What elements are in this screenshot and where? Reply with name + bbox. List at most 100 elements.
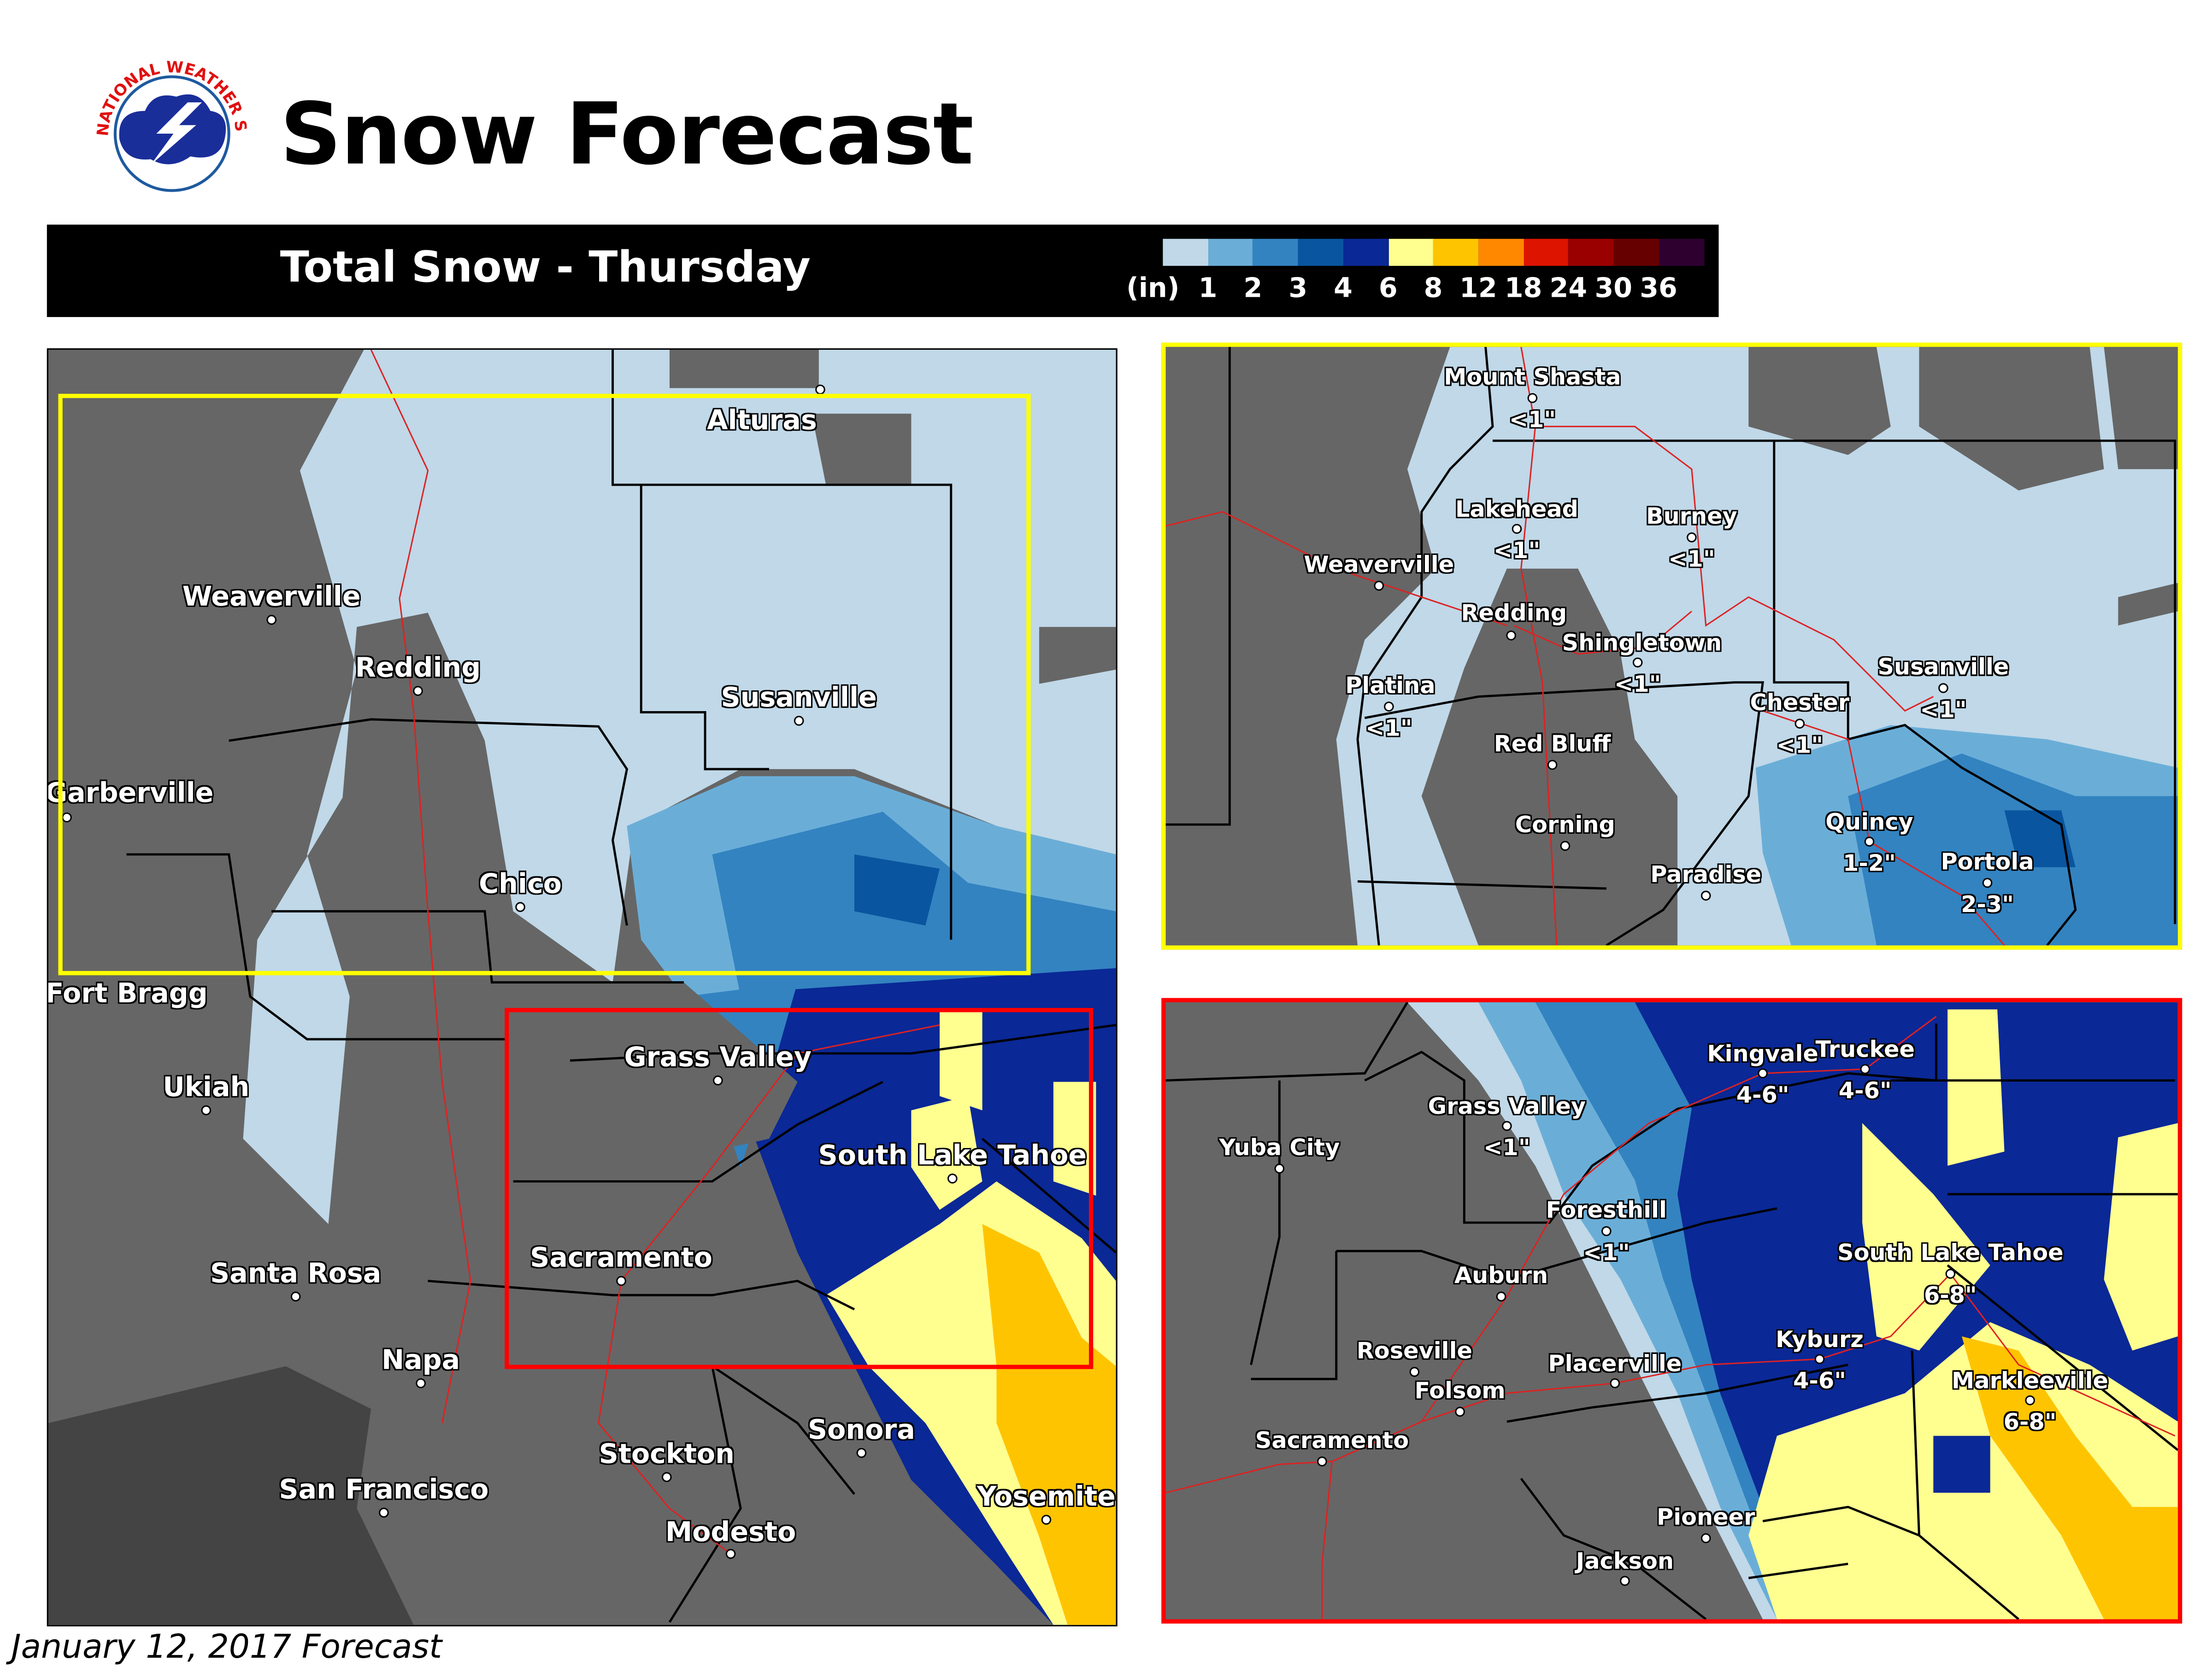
city-marker-dot bbox=[1496, 1291, 1506, 1302]
snow-amount-label: <1" bbox=[1776, 731, 1824, 759]
city-label: Weaverville bbox=[182, 581, 361, 613]
city-label: Fort Bragg bbox=[47, 978, 208, 1010]
legend-swatch bbox=[1478, 239, 1524, 266]
snow-amount-label: <1" bbox=[1509, 406, 1556, 433]
city-label: Yuba City bbox=[1219, 1134, 1340, 1161]
city-label: Portola bbox=[1941, 848, 2034, 875]
city-marker-dot bbox=[1502, 1121, 1512, 1131]
north-inset-map: Mount Shasta <1" Lakehead <1" Burney <1" Weave… bbox=[1161, 342, 2183, 950]
city-label: Placerville bbox=[1548, 1350, 1682, 1377]
city-label: Stockton bbox=[599, 1438, 735, 1470]
color-legend: (in) 1 2 3 4 6 8 12 18 24 30 36 bbox=[1126, 224, 1724, 317]
snow-amount-label: <1" bbox=[1483, 1134, 1530, 1161]
city-marker-dot bbox=[515, 902, 525, 912]
city-label: Roseville bbox=[1356, 1337, 1472, 1364]
city-marker-dot bbox=[661, 1472, 672, 1482]
city-label: Ukiah bbox=[163, 1071, 250, 1103]
city-marker-dot bbox=[1610, 1378, 1620, 1389]
legend-tick-label: 4 bbox=[1334, 273, 1353, 305]
legend-swatch bbox=[1343, 239, 1389, 266]
city-marker-dot bbox=[815, 384, 825, 395]
city-marker-dot bbox=[616, 1276, 626, 1286]
legend-swatch bbox=[1613, 239, 1659, 266]
legend-swatch bbox=[1568, 239, 1614, 266]
legend-tick-label: 2 bbox=[1243, 273, 1263, 305]
legend-swatch bbox=[1253, 239, 1299, 266]
city-label: Burney bbox=[1646, 502, 1737, 530]
snow-amount-label: <1" bbox=[1614, 670, 1661, 698]
city-marker-dot bbox=[1374, 581, 1384, 591]
city-label: South Lake Tahoe bbox=[818, 1140, 1087, 1171]
city-label: Sacramento bbox=[1255, 1426, 1409, 1454]
city-marker-dot bbox=[1506, 630, 1516, 641]
snow-amount-label: 2-3" bbox=[1961, 890, 2014, 918]
city-marker-dot bbox=[1041, 1514, 1052, 1525]
city-label: Garberville bbox=[47, 777, 214, 809]
north-zoom-box bbox=[58, 394, 1031, 976]
city-marker-dot bbox=[1547, 759, 1558, 770]
snow-amount-label: 4-6" bbox=[1793, 1367, 1846, 1394]
city-marker-dot bbox=[290, 1291, 301, 1302]
legend-swatch bbox=[1298, 239, 1344, 266]
main-map-graphics bbox=[48, 349, 1116, 1625]
city-label: Chester bbox=[1750, 689, 1850, 716]
city-marker-dot bbox=[1620, 1576, 1630, 1586]
city-marker-dot bbox=[794, 716, 804, 726]
city-marker-dot bbox=[1274, 1163, 1285, 1174]
city-label: Folsom bbox=[1414, 1377, 1506, 1404]
legend-unit: (in) bbox=[1126, 273, 1180, 305]
city-marker-dot bbox=[1794, 718, 1805, 729]
city-label: Quincy bbox=[1825, 808, 1913, 836]
city-label: Santa Rosa bbox=[210, 1258, 382, 1289]
city-label: Lakehead bbox=[1455, 495, 1578, 523]
snow-amount-label: 6-8" bbox=[1924, 1281, 1977, 1309]
city-label: Red Bluff bbox=[1494, 730, 1611, 757]
city-marker-dot bbox=[1560, 841, 1571, 851]
city-label: Corning bbox=[1515, 811, 1615, 838]
city-marker-dot bbox=[379, 1507, 389, 1518]
city-marker-dot bbox=[1860, 1064, 1871, 1074]
forecast-date: January 12, 2017 Forecast bbox=[11, 1629, 442, 1666]
city-label: Jackson bbox=[1576, 1547, 1674, 1575]
legend-swatch bbox=[1658, 239, 1705, 266]
legend-tick-label: 8 bbox=[1424, 273, 1443, 305]
legend-swatch bbox=[1523, 239, 1569, 266]
city-marker-dot bbox=[1758, 1068, 1768, 1078]
city-label: Mount Shasta bbox=[1444, 363, 1621, 390]
city-label: Weaverville bbox=[1304, 551, 1454, 578]
city-marker-dot bbox=[1601, 1226, 1612, 1236]
city-marker-dot bbox=[856, 1448, 867, 1458]
city-marker-dot bbox=[1938, 683, 1948, 693]
legend-tick-label: 24 bbox=[1549, 273, 1588, 305]
city-label: Paradise bbox=[1650, 860, 1762, 888]
city-label: Sonora bbox=[807, 1414, 915, 1446]
city-marker-dot bbox=[1455, 1407, 1465, 1417]
city-label: Redding bbox=[1461, 599, 1567, 626]
city-marker-dot bbox=[725, 1548, 736, 1559]
forecast-subtitle: Total Snow - Thursday bbox=[280, 243, 811, 293]
city-marker-dot bbox=[1700, 890, 1711, 901]
snow-amount-label: 4-6" bbox=[1736, 1081, 1789, 1108]
banner: Total Snow - Thursday (in) 1 2 3 4 6 8 12 18 24 3… bbox=[47, 224, 1719, 317]
city-marker-dot bbox=[1317, 1456, 1327, 1466]
snow-amount-label: 6-8" bbox=[2003, 1408, 2057, 1436]
nws-logo: NATIONAL WEATHER SERVICE bbox=[88, 51, 250, 192]
city-marker-dot bbox=[1384, 701, 1394, 712]
central-zoom-box bbox=[505, 1008, 1094, 1369]
central-inset-graphics bbox=[1165, 1002, 2178, 1619]
city-label: Platina bbox=[1345, 671, 1435, 699]
city-marker-dot bbox=[1814, 1354, 1825, 1364]
city-label: Susanville bbox=[721, 682, 877, 714]
city-marker-dot bbox=[1700, 1533, 1711, 1543]
city-label: Sacramento bbox=[530, 1242, 712, 1274]
city-label: Alturas bbox=[707, 405, 817, 437]
city-label: Markleeville bbox=[1952, 1367, 2109, 1394]
legend-swatch bbox=[1388, 239, 1434, 266]
legend-swatch bbox=[1433, 239, 1479, 266]
central-inset-map: Grass Valley <1" Kingvale 4-6" Truckee 4-6" Yu… bbox=[1161, 998, 2183, 1624]
city-label: Grass Valley bbox=[624, 1042, 812, 1074]
city-marker-dot bbox=[1527, 393, 1538, 403]
snow-amount-label: 4-6" bbox=[1838, 1077, 1892, 1104]
city-marker-dot bbox=[413, 686, 423, 696]
city-marker-dot bbox=[1945, 1269, 1956, 1279]
